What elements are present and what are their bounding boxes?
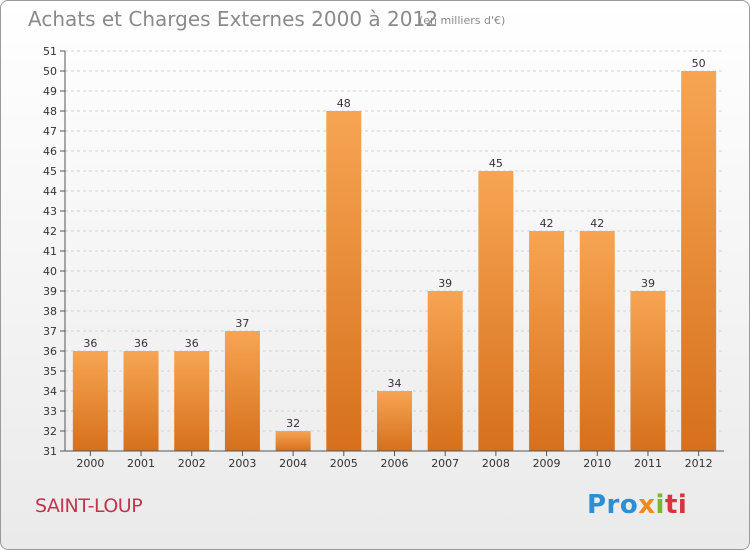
x-tick-label: 2009	[533, 457, 561, 470]
y-tick-label: 42	[43, 225, 57, 238]
bar-value-label: 48	[337, 97, 351, 110]
bar-value-label: 37	[235, 317, 249, 330]
y-tick-label: 44	[43, 185, 57, 198]
bars: 36 36 36 37 32 48 34 39 45 42 42 39 50	[72, 57, 717, 451]
commune-name: SAINT-LOUP	[35, 495, 143, 517]
chart-title: Achats et Charges Externes 2000 à 2012	[28, 7, 438, 31]
bar-value-label: 39	[438, 277, 452, 290]
bar-value-label: 39	[641, 277, 655, 290]
proxiti-logo[interactable]: Proxiti	[587, 490, 687, 520]
bar	[123, 351, 159, 451]
bar-value-label: 34	[388, 377, 402, 390]
chart-unit: (en milliers d'€)	[419, 14, 506, 27]
y-tick-label: 37	[43, 325, 57, 338]
bar-value-label: 32	[286, 417, 300, 430]
y-tick-label: 31	[43, 445, 57, 458]
x-tick-label: 2002	[178, 457, 206, 470]
x-tick-label: 2000	[76, 457, 104, 470]
y-tick-label: 51	[43, 45, 57, 58]
y-tick-label: 46	[43, 145, 57, 158]
logo-part-2: x	[638, 490, 656, 520]
x-axis: 2000 2001 2002 2003 2004 2005 2006 2007 2008 2009…	[65, 450, 724, 470]
bar	[72, 351, 108, 451]
bar	[326, 111, 362, 451]
y-tick-label: 38	[43, 305, 57, 318]
x-tick-label: 2005	[330, 457, 358, 470]
bar	[478, 171, 514, 451]
y-tick-label: 41	[43, 245, 57, 258]
bar	[427, 291, 463, 451]
x-tick-label: 2006	[381, 457, 409, 470]
bar	[529, 231, 565, 451]
y-tick-label: 49	[43, 85, 57, 98]
bar-value-label: 36	[185, 337, 199, 350]
x-tick-label: 2008	[482, 457, 510, 470]
logo-part-3: i	[655, 490, 665, 520]
y-axis: 31 32 33 34 35 36 37 38 39 40 41 42 43 44 45 46 47 48 49 50…	[43, 45, 66, 458]
bar-value-label: 50	[692, 57, 706, 70]
logo-part-1: Pro	[587, 490, 639, 520]
bar	[377, 391, 412, 451]
x-tick-label: 2011	[634, 457, 662, 470]
bar-value-label: 36	[83, 337, 97, 350]
bar-value-label: 45	[489, 157, 503, 170]
y-tick-label: 50	[43, 65, 57, 78]
bar	[174, 351, 210, 451]
y-tick-label: 33	[43, 405, 57, 418]
bar-value-label: 42	[540, 217, 554, 230]
x-tick-label: 2001	[127, 457, 155, 470]
y-tick-label: 43	[43, 205, 57, 218]
x-tick-label: 2004	[279, 457, 307, 470]
y-tick-label: 36	[43, 345, 57, 358]
x-tick-label: 2003	[228, 457, 256, 470]
x-tick-label: 2007	[431, 457, 459, 470]
bar	[275, 431, 311, 451]
logo-part-4: ti	[664, 490, 688, 520]
x-tick-label: 2012	[685, 457, 713, 470]
y-tick-label: 40	[43, 265, 57, 278]
bar	[224, 331, 260, 451]
bar-value-label: 42	[590, 217, 604, 230]
y-tick-label: 45	[43, 165, 57, 178]
y-tick-label: 35	[43, 365, 57, 378]
bar	[579, 231, 615, 451]
y-tick-label: 48	[43, 105, 57, 118]
y-tick-label: 34	[43, 385, 57, 398]
y-tick-label: 32	[43, 425, 57, 438]
bar	[681, 71, 717, 451]
bar-value-label: 36	[134, 337, 148, 350]
y-tick-label: 47	[43, 125, 57, 138]
y-tick-label: 39	[43, 285, 57, 298]
x-tick-label: 2010	[583, 457, 611, 470]
bar	[630, 291, 666, 451]
